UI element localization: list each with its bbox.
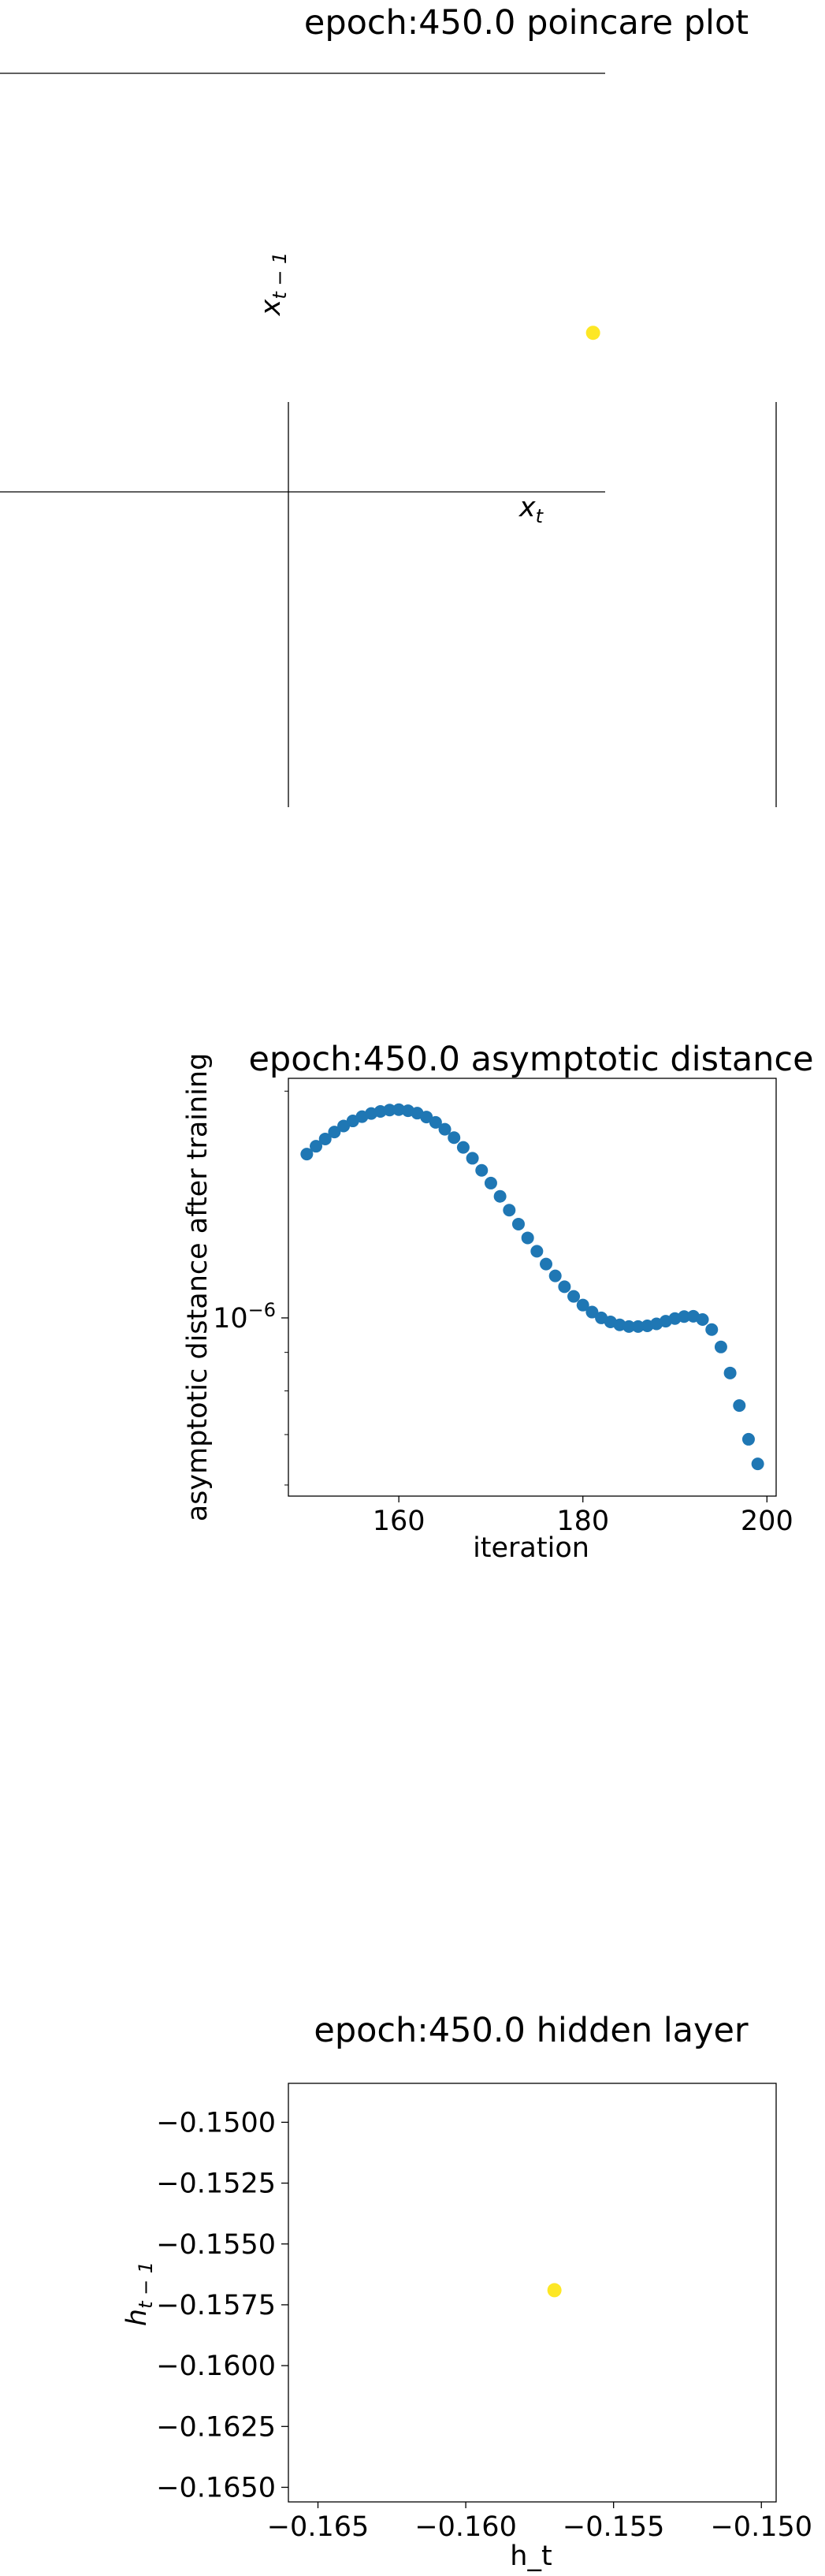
asymptotic-y-ticks: 10−6: [213, 1299, 288, 1335]
asymptotic-x-ticks: 160 180 200: [373, 1496, 793, 1537]
asymptotic-point: [576, 1298, 589, 1312]
asymptotic-point: [558, 1280, 571, 1294]
asymptotic-point: [484, 1176, 497, 1189]
asymptotic-point: [328, 1126, 341, 1139]
hidden-x-tick-label: −0.150: [710, 2511, 812, 2543]
poincare-ylabel: xt − 1: [255, 252, 291, 317]
asymptotic-point: [466, 1152, 479, 1165]
hidden-y-tick-label: −0.1600: [156, 2351, 276, 2382]
asymptotic-point: [493, 1189, 507, 1203]
asymptotic-point: [318, 1132, 332, 1145]
asymptotic-point: [631, 1320, 645, 1333]
asymptotic-point: [503, 1204, 516, 1217]
hidden-x-tick-label: −0.160: [414, 2511, 517, 2543]
hidden-y-tick-label: −0.1650: [156, 2472, 276, 2503]
asymptotic-point: [540, 1257, 553, 1271]
asymptotic-point: [567, 1290, 581, 1303]
hidden-x-tick-label: −0.155: [563, 2511, 665, 2543]
hidden-y-tick-label: −0.1550: [156, 2229, 276, 2261]
hidden-plot-frame: [288, 2083, 777, 2503]
poincare-xlabel: xt: [518, 492, 544, 527]
asymptotic-point: [383, 1104, 396, 1117]
asymptotic-point: [733, 1399, 746, 1413]
asymptotic-y-tick-label: 10−6: [213, 1299, 276, 1335]
poincare-point: [585, 326, 600, 341]
poincare-points: [585, 326, 600, 341]
asymptotic-point: [741, 1432, 755, 1446]
asymptotic-minor-ticks: [284, 1090, 288, 1486]
hidden-y-ticks: −0.1500 −0.1525 −0.1550 −0.1575 −0.1600 −0.16…: [156, 2107, 288, 2503]
hidden-points: [547, 2283, 562, 2298]
hidden-title: epoch:450.0 hidden layer: [314, 2011, 749, 2050]
hidden-layer-chart: epoch:450.0 hidden layer −0.165 −0.160 −0.…: [121, 2011, 812, 2572]
asymptotic-point: [585, 1305, 599, 1319]
hidden-ylabel: ht − 1: [121, 2261, 157, 2326]
asymptotic-point: [723, 1366, 737, 1379]
hidden-y-tick-label: −0.1575: [156, 2290, 276, 2321]
asymptotic-point: [705, 1323, 719, 1336]
asymptotic-x-tick-label: 200: [741, 1506, 793, 1537]
asymptotic-point: [678, 1310, 691, 1323]
poincare-title: epoch:450.0 poincare plot: [304, 3, 749, 43]
asymptotic-point: [751, 1457, 764, 1471]
asymptotic-point: [300, 1148, 314, 1161]
hidden-y-tick-label: −0.1625: [156, 2411, 276, 2443]
asymptotic-point: [511, 1217, 525, 1230]
hidden-x-ticks: −0.165 −0.160 −0.155 −0.150: [267, 2502, 812, 2543]
asymptotic-x-tick-label: 180: [556, 1506, 609, 1537]
asymptotic-point: [429, 1115, 442, 1129]
asymptotic-xlabel: iteration: [473, 1532, 589, 1564]
poincare-chart: epoch:450.0 poincare plot xt xt − 1: [0, 3, 777, 807]
asymptotic-point: [392, 1103, 406, 1116]
asymptotic-point: [714, 1340, 727, 1353]
asymptotic-point: [521, 1231, 534, 1245]
asymptotic-plot-frame: [288, 1078, 777, 1497]
asymptotic-point: [337, 1119, 351, 1133]
asymptotic-distance-chart: epoch:450.0 asymptotic distance 160 180 20…: [182, 1040, 814, 1564]
asymptotic-points: [300, 1103, 764, 1471]
asymptotic-title: epoch:450.0 asymptotic distance: [248, 1040, 813, 1079]
asymptotic-point: [622, 1320, 636, 1333]
asymptotic-point: [456, 1141, 470, 1154]
hidden-point: [547, 2283, 562, 2298]
hidden-y-tick-label: −0.1500: [156, 2107, 276, 2139]
asymptotic-point: [310, 1140, 323, 1153]
asymptotic-point: [696, 1313, 709, 1327]
hidden-xlabel: h_t: [510, 2541, 552, 2572]
asymptotic-x-tick-label: 160: [373, 1506, 426, 1537]
asymptotic-point: [475, 1163, 489, 1177]
asymptotic-point: [548, 1269, 562, 1282]
asymptotic-point: [530, 1245, 544, 1258]
asymptotic-point: [448, 1131, 461, 1145]
asymptotic-point: [420, 1111, 433, 1124]
hidden-y-tick-label: −0.1525: [156, 2168, 276, 2200]
asymptotic-ylabel: asymptotic distance after training: [182, 1053, 214, 1522]
hidden-x-tick-label: −0.165: [267, 2511, 370, 2543]
asymptotic-point: [438, 1122, 452, 1136]
